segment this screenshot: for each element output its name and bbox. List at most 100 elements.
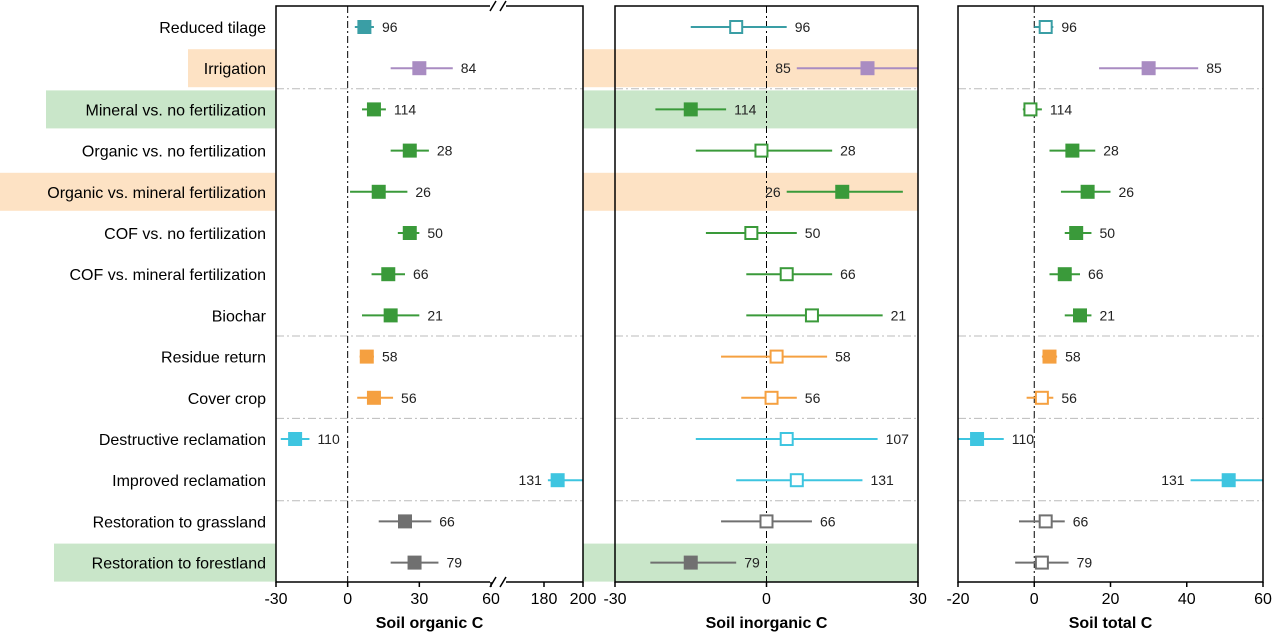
n-label-0-2: 114 xyxy=(394,101,417,117)
tick-label-0-5: 200 xyxy=(570,591,597,608)
mean-marker-0-4 xyxy=(371,184,386,199)
n-label-1-6: 66 xyxy=(840,266,856,282)
axis-break-slash-b-0 xyxy=(499,0,507,12)
row-highlight-1-0 xyxy=(188,49,276,88)
n-label-0-1: 84 xyxy=(461,60,477,76)
axis-break-slash-a-0 xyxy=(489,0,497,12)
n-label-1-5: 50 xyxy=(805,225,821,241)
n-label-0-8: 58 xyxy=(382,349,398,365)
row-label-8: Residue return xyxy=(161,350,266,367)
mean-marker-0-2 xyxy=(366,102,381,117)
tick-label-2-3: 40 xyxy=(1178,591,1196,608)
n-label-0-10: 110 xyxy=(317,431,340,447)
n-label-2-1: 85 xyxy=(1206,60,1222,76)
mean-marker-2-13 xyxy=(1034,555,1049,570)
mean-marker-2-8 xyxy=(1042,349,1057,364)
mean-marker-1-4 xyxy=(835,184,850,199)
n-label-0-11: 131 xyxy=(519,472,543,488)
panel-frame-0 xyxy=(275,5,584,583)
mean-marker-0-6 xyxy=(381,267,396,282)
row-label-1: Irrigation xyxy=(204,61,266,78)
mean-marker-2-12 xyxy=(1038,514,1053,529)
mean-marker-1-12 xyxy=(759,514,774,529)
n-label-2-13: 79 xyxy=(1077,555,1093,571)
row-label-10: Destructive reclamation xyxy=(99,432,266,449)
axis-break-gap-0 xyxy=(490,1,506,11)
row-label-2: Mineral vs. no fertilization xyxy=(85,102,266,119)
n-label-1-8: 58 xyxy=(835,349,851,365)
n-label-0-4: 26 xyxy=(415,184,431,200)
mean-marker-2-1 xyxy=(1141,61,1156,76)
mean-marker-1-11 xyxy=(789,473,804,488)
row-label-5: COF vs. no fertilization xyxy=(104,226,266,243)
n-label-1-1: 85 xyxy=(775,60,791,76)
n-label-2-9: 56 xyxy=(1061,390,1077,406)
row-label-13: Restoration to forestland xyxy=(92,556,266,573)
mean-marker-2-0 xyxy=(1038,20,1053,34)
axis-break-slash-b-1 xyxy=(499,576,507,588)
mean-marker-1-3 xyxy=(754,143,769,158)
tick-label-0-3: 60 xyxy=(482,591,500,608)
mean-marker-2-3 xyxy=(1065,143,1080,158)
row-label-6: COF vs. mineral fertilization xyxy=(70,267,267,284)
mean-marker-1-5 xyxy=(744,226,759,240)
mean-marker-0-5 xyxy=(402,226,417,240)
tick-label-2-2: 20 xyxy=(1102,591,1120,608)
mean-marker-1-8 xyxy=(769,349,784,364)
n-label-0-12: 66 xyxy=(439,513,455,529)
n-label-2-12: 66 xyxy=(1073,513,1089,529)
tick-label-0-2: 30 xyxy=(410,591,428,608)
mean-marker-2-10 xyxy=(970,432,985,446)
n-label-0-6: 66 xyxy=(413,266,429,282)
axis-break-gap-1 xyxy=(490,577,506,587)
mean-marker-1-0 xyxy=(729,20,744,34)
tick-label-2-0: -20 xyxy=(946,591,969,608)
mean-marker-1-7 xyxy=(804,308,819,323)
n-label-1-13: 79 xyxy=(744,555,760,571)
tick-label-0-4: 180 xyxy=(531,591,558,608)
mean-marker-2-6 xyxy=(1057,267,1072,282)
mean-marker-2-9 xyxy=(1034,390,1049,405)
tick-label-1-2: 30 xyxy=(909,591,927,608)
row-highlight-2-1 xyxy=(583,90,918,129)
n-label-2-10: 110 xyxy=(1012,431,1035,447)
axis-title-0: Soil organic C xyxy=(376,615,484,632)
mean-marker-0-7 xyxy=(383,308,398,323)
n-label-1-4: 26 xyxy=(765,184,781,200)
n-label-0-13: 79 xyxy=(446,555,462,571)
row-highlight-13-0 xyxy=(54,543,276,582)
n-label-0-7: 21 xyxy=(427,307,443,323)
tick-label-1-1: 0 xyxy=(762,591,771,608)
row-label-3: Organic vs. no fertilization xyxy=(82,144,266,161)
axis-title-2: Soil total C xyxy=(1069,615,1153,632)
row-highlight-2-0 xyxy=(46,90,276,129)
n-label-1-10: 107 xyxy=(886,431,910,447)
row-label-9: Cover crop xyxy=(188,391,266,408)
mean-marker-0-10 xyxy=(288,432,303,446)
n-label-2-0: 96 xyxy=(1061,19,1077,35)
tick-label-2-4: 60 xyxy=(1254,591,1272,608)
n-label-1-9: 56 xyxy=(805,390,821,406)
row-label-4: Organic vs. mineral fertilization xyxy=(47,185,266,202)
mean-marker-1-13 xyxy=(683,555,698,570)
n-label-1-3: 28 xyxy=(840,143,856,159)
mean-marker-0-11 xyxy=(550,473,565,488)
mean-marker-1-2 xyxy=(683,102,698,117)
n-label-0-9: 56 xyxy=(401,390,417,406)
mean-marker-1-10 xyxy=(779,432,794,446)
mean-marker-0-1 xyxy=(412,61,427,76)
n-label-2-11: 131 xyxy=(1161,472,1185,488)
n-label-2-6: 66 xyxy=(1088,266,1104,282)
n-label-2-7: 21 xyxy=(1099,307,1115,323)
n-label-2-4: 26 xyxy=(1119,184,1135,200)
mean-marker-0-3 xyxy=(402,143,417,158)
tick-label-0-1: 0 xyxy=(343,591,352,608)
row-highlight-4-0 xyxy=(0,172,276,211)
row-highlight-13-1 xyxy=(583,543,918,582)
n-label-1-12: 66 xyxy=(820,513,836,529)
n-label-2-3: 28 xyxy=(1103,143,1119,159)
row-label-0: Reduced tilage xyxy=(159,20,266,37)
mean-marker-0-13 xyxy=(407,555,422,570)
